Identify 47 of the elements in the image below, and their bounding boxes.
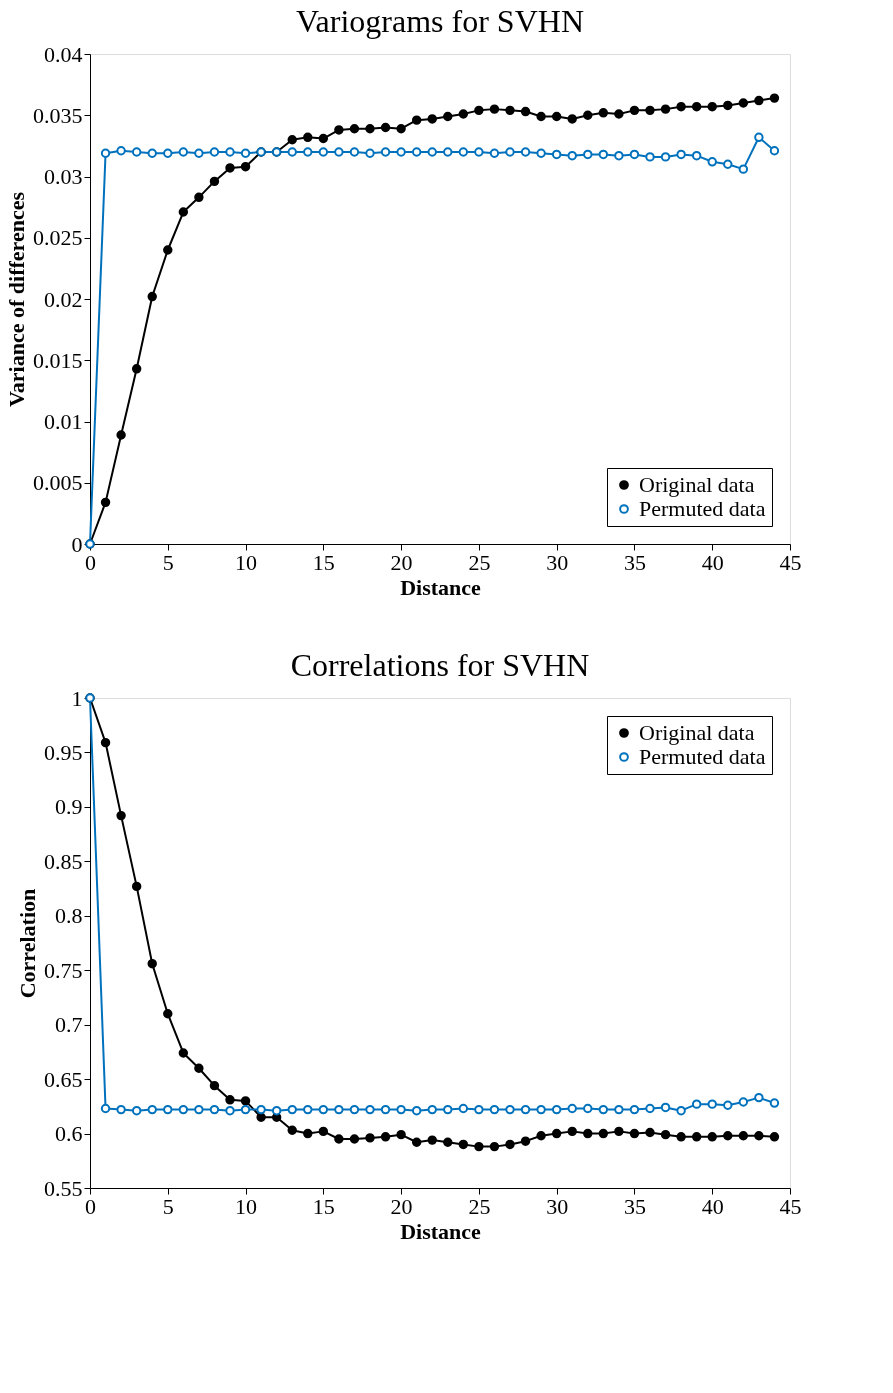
x-tick-label: 20 [390,549,413,575]
y-tick-label: 0.85 [44,848,83,874]
x-tick-label: 25 [468,1193,491,1219]
legend-label: Permuted data [639,744,766,769]
x-tick-label: 5 [162,1193,174,1219]
y-tick-label: 0.015 [33,347,83,373]
x-tick-label: 10 [235,549,258,575]
legend-label: Permuted data [639,496,766,521]
y-tick-label: 0.03 [44,164,83,189]
y-tick-label: 0.7 [55,1012,83,1038]
x-axis-title: Distance [400,1218,482,1244]
x-tick-label: 15 [312,549,335,575]
x-tick-label: 15 [312,1193,335,1219]
y-tick-label: 0.95 [44,739,83,765]
y-tick-label: 0.75 [44,957,83,983]
legend-label: Original data [639,472,755,497]
x-tick-label: 45 [779,549,802,575]
y-tick-label: 0.55 [44,1175,83,1201]
y-tick-label: 0.8 [55,903,83,929]
y-axis-title: Variance of differences [4,191,29,408]
x-tick-label: 40 [701,1193,724,1219]
x-tick-label: 20 [390,1193,413,1219]
y-tick-label: 0.9 [55,794,83,820]
y-tick-label: 0.04 [44,41,83,67]
y-tick-label: 0.005 [33,470,83,496]
y-tick-label: 0.6 [55,1121,83,1147]
x-tick-label: 25 [468,549,491,575]
y-tick-label: 0.035 [33,102,83,128]
x-tick-label: 10 [235,1193,258,1219]
x-tick-label: 45 [779,1193,802,1219]
x-tick-label: 40 [701,549,724,575]
x-axis-title: Distance [400,574,482,600]
chart-title: Correlations for SVHN [290,647,590,683]
y-tick-label: 0.025 [33,225,83,251]
legend-label: Original data [639,720,755,745]
y-tick-label: 0 [71,531,83,557]
y-tick-label: 0.02 [44,286,83,312]
x-tick-label: 5 [162,549,174,575]
y-tick-label: 1 [71,685,83,711]
x-tick-label: 35 [623,1193,646,1219]
x-tick-label: 35 [623,549,646,575]
x-tick-label: 30 [546,1193,569,1219]
y-axis-title: Correlation [15,888,40,999]
x-tick-label: 30 [546,549,569,575]
y-tick-label: 0.65 [44,1066,83,1092]
y-tick-label: 0.01 [44,409,83,434]
chart-title: Variograms for SVHN [296,3,584,39]
